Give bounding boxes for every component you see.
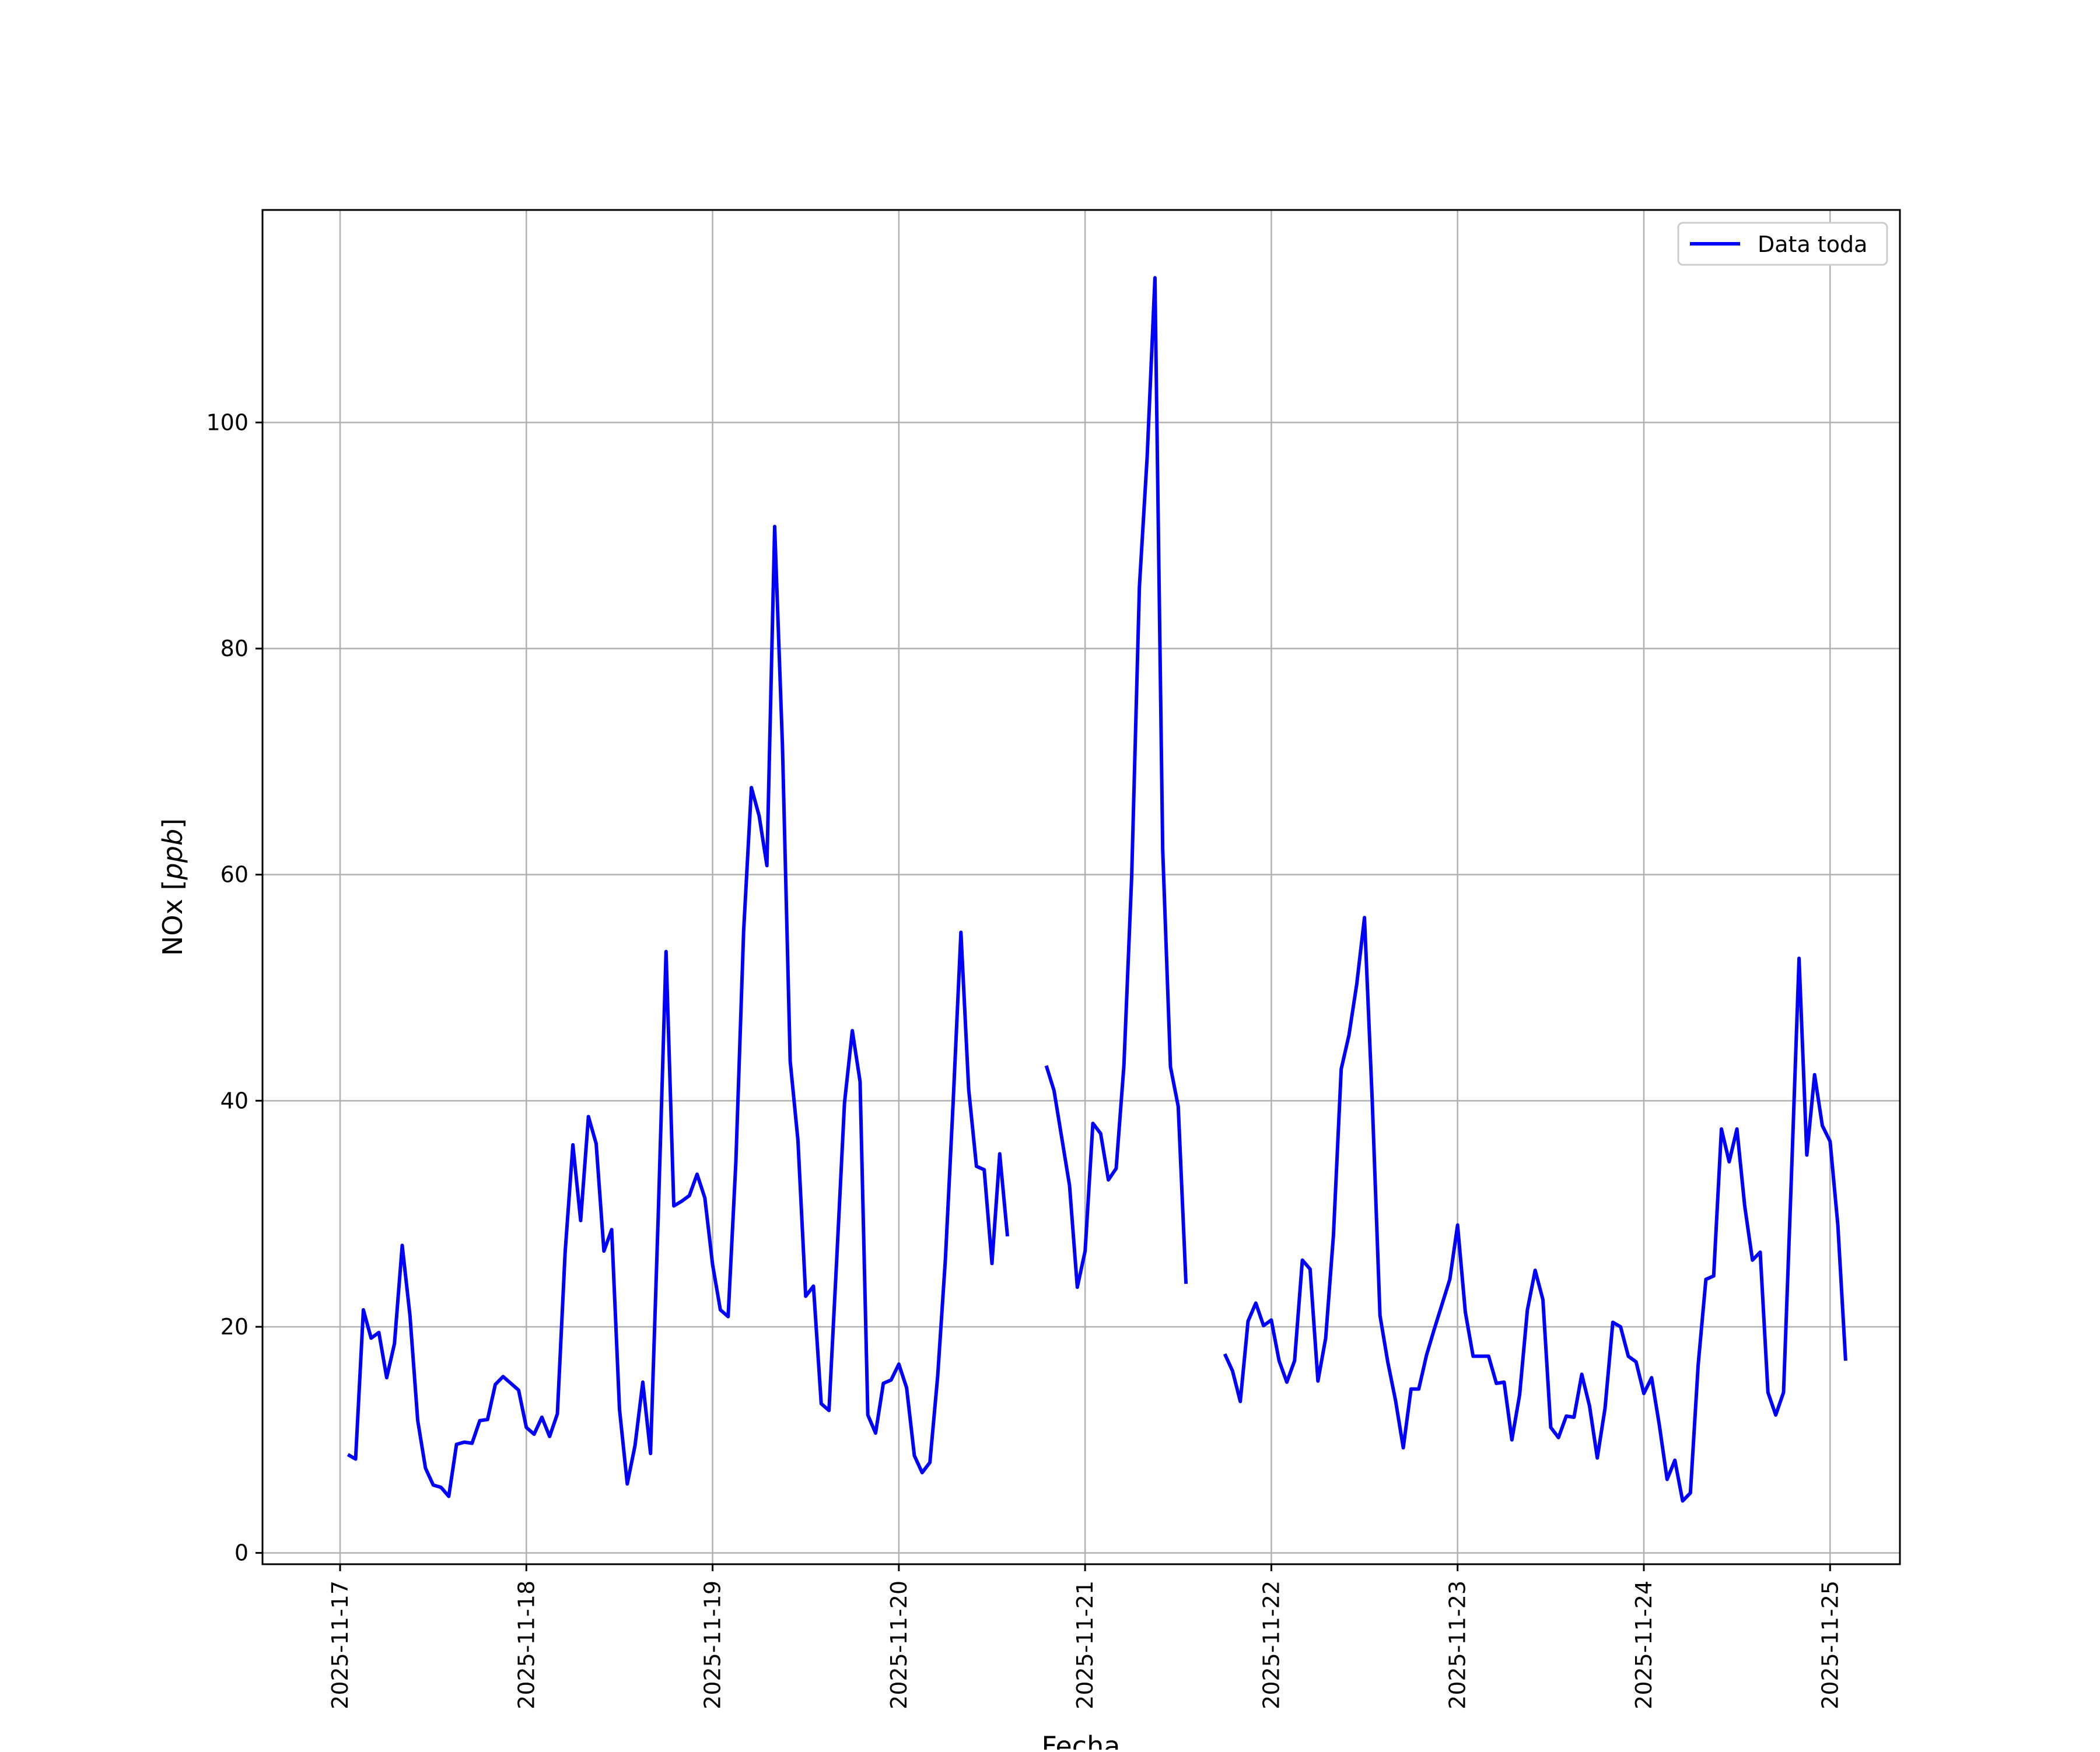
x-tick-label: 2025-11-19 (700, 1581, 726, 1709)
x-tick-label: 2025-11-18 (513, 1581, 539, 1709)
y-axis-label-unit: ppb (157, 829, 188, 881)
grid-lines (262, 210, 1900, 1564)
x-tick-label: 2025-11-25 (1817, 1581, 1843, 1709)
data-series-layer (346, 276, 1847, 1503)
y-axis-label: NOx [ppb] (157, 818, 188, 956)
y-tick-label: 20 (220, 1314, 249, 1340)
y-tick-label: 80 (220, 636, 249, 661)
x-tick-label: 2025-11-17 (327, 1581, 353, 1709)
y-axis-label-main: NOx [ (157, 880, 188, 956)
series-line-segment (1223, 916, 1847, 1503)
x-tick-label: 2025-11-24 (1631, 1581, 1657, 1709)
legend-label: Data toda (1758, 232, 1867, 257)
y-tick-label: 60 (220, 862, 249, 888)
x-tick-label: 2025-11-22 (1258, 1581, 1284, 1709)
legend: Data toda (1677, 222, 1888, 266)
axis-ticks: 0 20 40 60 80 100 2025-11-17 2025-11-18 2025-11-… (206, 409, 1843, 1709)
series-line-segment (1044, 276, 1188, 1290)
x-tick-label: 2025-11-21 (1072, 1581, 1098, 1709)
legend-box (1677, 222, 1888, 266)
y-tick-label: 0 (235, 1540, 249, 1566)
x-tick-label: 2025-11-20 (886, 1581, 912, 1709)
x-tick-label: 2025-11-23 (1445, 1581, 1471, 1709)
y-axis-label-end: ] (157, 818, 188, 829)
axes-frame (261, 209, 1901, 1565)
y-tick-label: 100 (206, 409, 249, 435)
series-line-segment (346, 524, 1010, 1498)
x-axis-label: Fecha (1042, 1730, 1121, 1750)
y-tick-label: 40 (220, 1088, 249, 1113)
